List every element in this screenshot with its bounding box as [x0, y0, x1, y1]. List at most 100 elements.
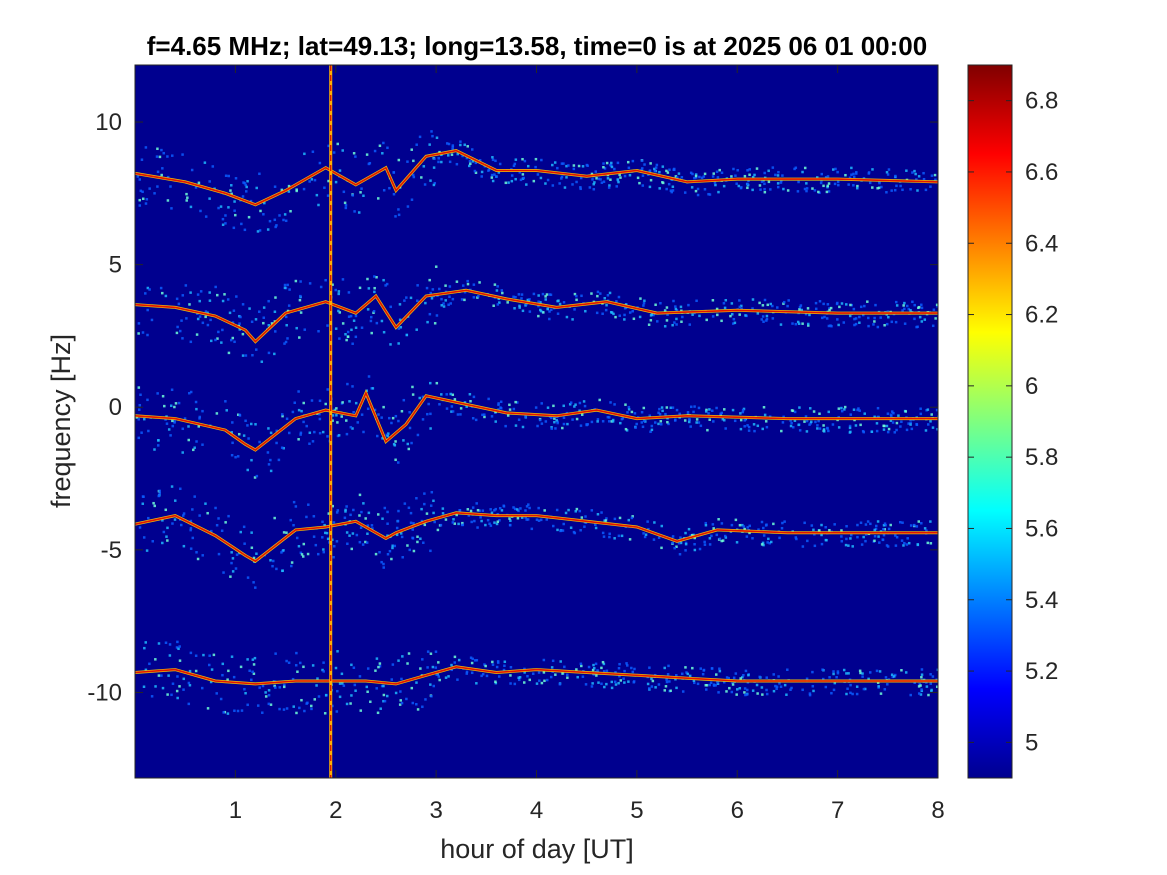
trace-speckle — [729, 314, 732, 318]
trace-speckle — [845, 672, 848, 675]
trace-speckle — [292, 500, 296, 504]
trace-speckle — [366, 524, 370, 527]
trace-speckle — [725, 676, 729, 679]
trace-speckle — [286, 337, 289, 340]
trace-speckle — [884, 676, 888, 679]
trace-speckle — [561, 426, 564, 430]
trace-speckle — [226, 712, 230, 715]
trace-speckle — [346, 382, 349, 386]
trace-speckle — [693, 548, 697, 552]
trace-speckle — [247, 215, 251, 219]
trace-speckle — [371, 387, 375, 390]
trace-speckle — [627, 408, 631, 411]
trace-speckle — [491, 158, 495, 162]
trace-speckle — [756, 424, 760, 428]
trace-speckle — [381, 152, 384, 155]
trace-speckle — [231, 321, 235, 324]
trace-speckle — [746, 186, 749, 190]
trace-speckle — [338, 337, 341, 340]
trace-speckle — [347, 291, 351, 294]
trace-speckle — [638, 181, 641, 185]
trace-speckle — [596, 294, 599, 298]
trace-speckle — [602, 670, 606, 673]
trace-speckle — [138, 198, 141, 202]
trace-speckle — [606, 415, 610, 419]
trace-speckle — [522, 681, 526, 684]
trace-speckle — [409, 521, 413, 525]
trace-speckle — [377, 665, 380, 669]
trace-speckle — [164, 418, 167, 421]
trace-speckle — [342, 684, 346, 687]
trace-speckle — [315, 684, 318, 687]
trace-speckle — [273, 684, 276, 688]
trace-speckle — [856, 535, 859, 539]
trace-speckle — [392, 442, 396, 446]
trace-speckle — [767, 180, 771, 184]
trace-speckle — [280, 446, 284, 449]
trace-speckle — [468, 393, 472, 396]
trace-speckle — [556, 312, 560, 315]
trace-speckle — [803, 187, 807, 191]
trace-speckle — [294, 505, 298, 508]
trace-speckle — [668, 680, 671, 683]
trace-speckle — [923, 318, 927, 321]
trace-speckle — [327, 512, 331, 515]
trace-speckle — [382, 189, 386, 192]
trace-speckle — [441, 512, 445, 515]
trace-speckle — [677, 172, 681, 175]
trace-speckle — [365, 685, 369, 689]
trace-speckle — [345, 505, 348, 508]
trace-speckle — [397, 461, 400, 464]
trace-speckle — [282, 549, 285, 552]
trace-speckle — [920, 320, 924, 323]
trace-speckle — [345, 419, 348, 422]
trace-speckle — [283, 283, 287, 287]
trace-speckle — [386, 434, 389, 438]
trace-speckle — [628, 538, 632, 541]
trace-speckle — [285, 323, 288, 327]
trace-speckle — [234, 213, 237, 217]
trace-speckle — [753, 173, 756, 177]
trace-speckle — [253, 656, 257, 660]
trace-speckle — [161, 686, 165, 690]
trace-speckle — [587, 665, 591, 669]
trace-speckle — [704, 523, 708, 527]
trace-speckle — [337, 292, 340, 296]
trace-speckle — [564, 511, 568, 515]
trace-speckle — [358, 493, 362, 497]
trace-speckle — [158, 492, 162, 495]
trace-speckle — [840, 406, 843, 410]
trace-speckle — [746, 526, 749, 529]
trace-speckle — [930, 174, 934, 177]
trace-speckle — [435, 136, 439, 140]
trace-speckle — [194, 186, 198, 189]
trace-speckle — [813, 544, 817, 548]
trace-speckle — [518, 676, 522, 679]
trace-speckle — [824, 176, 828, 179]
trace-speckle — [879, 316, 882, 319]
trace-speckle — [358, 540, 362, 544]
trace-speckle — [196, 293, 200, 296]
trace-speckle — [250, 458, 253, 462]
trace-speckle — [247, 437, 250, 440]
trace-speckle — [756, 692, 759, 695]
trace-speckle — [691, 313, 694, 316]
trace-speckle — [913, 317, 916, 321]
trace-speckle — [609, 401, 612, 404]
trace-speckle — [602, 162, 605, 165]
trace-speckle — [142, 495, 145, 498]
trace-speckle — [490, 176, 494, 179]
trace-speckle — [302, 665, 305, 669]
trace-speckle — [385, 282, 389, 286]
trace-speckle — [382, 405, 385, 409]
trace-speckle — [426, 320, 429, 324]
trace-speckle — [512, 295, 515, 299]
trace-speckle — [181, 294, 185, 297]
trace-speckle — [386, 553, 390, 556]
trace-speckle — [825, 317, 829, 320]
colorbar-tick-label: 6.4 — [1025, 230, 1058, 257]
trace-speckle — [550, 308, 553, 312]
trace-speckle — [861, 313, 865, 317]
trace-speckle — [444, 518, 448, 521]
trace-speckle — [740, 307, 743, 311]
